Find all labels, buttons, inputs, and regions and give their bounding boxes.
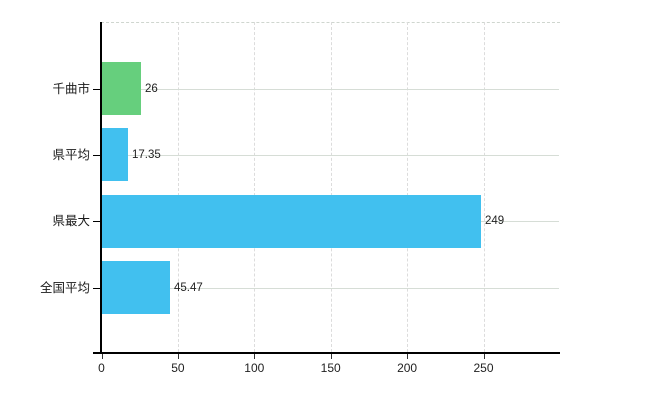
x-tick-label: 0 xyxy=(98,361,105,375)
x-tick xyxy=(254,354,256,359)
vertical-gridline xyxy=(407,22,409,352)
vertical-gridline xyxy=(330,22,332,352)
vertical-gridline xyxy=(177,22,179,352)
y-tick xyxy=(93,88,101,90)
bar-3 xyxy=(101,261,170,314)
horizontal-gridline xyxy=(101,154,559,156)
x-tick xyxy=(407,354,409,359)
bar-value-label: 17.35 xyxy=(132,148,161,161)
bar-0 xyxy=(101,62,141,115)
y-tick xyxy=(93,221,101,223)
x-tick xyxy=(101,354,103,359)
x-tick xyxy=(330,354,332,359)
x-tick-label: 250 xyxy=(473,361,494,375)
plot-top-border xyxy=(101,22,560,23)
horizontal-gridline xyxy=(101,287,559,289)
x-tick xyxy=(483,354,485,359)
category-label: 県最大 xyxy=(52,214,90,229)
vertical-gridline xyxy=(483,22,485,352)
y-tick xyxy=(93,154,101,156)
x-axis-line xyxy=(93,352,560,354)
x-tick-label: 200 xyxy=(397,361,418,375)
bar-1 xyxy=(101,128,128,182)
x-tick-label: 100 xyxy=(244,361,265,375)
category-label: 県平均 xyxy=(52,147,90,162)
bar-value-label: 26 xyxy=(145,82,158,95)
category-label: 千曲市 xyxy=(52,81,90,96)
bar-value-label: 249 xyxy=(485,215,505,228)
x-tick-label: 50 xyxy=(171,361,185,375)
y-tick xyxy=(93,287,101,289)
vertical-gridline xyxy=(254,22,256,352)
bar-2 xyxy=(101,194,481,248)
bar-value-label: 45.47 xyxy=(174,281,203,294)
horizontal-gridline xyxy=(101,88,559,90)
category-label: 全国平均 xyxy=(39,280,90,295)
x-tick xyxy=(177,354,179,359)
x-tick-label: 150 xyxy=(320,361,341,375)
y-axis-line xyxy=(100,22,102,354)
